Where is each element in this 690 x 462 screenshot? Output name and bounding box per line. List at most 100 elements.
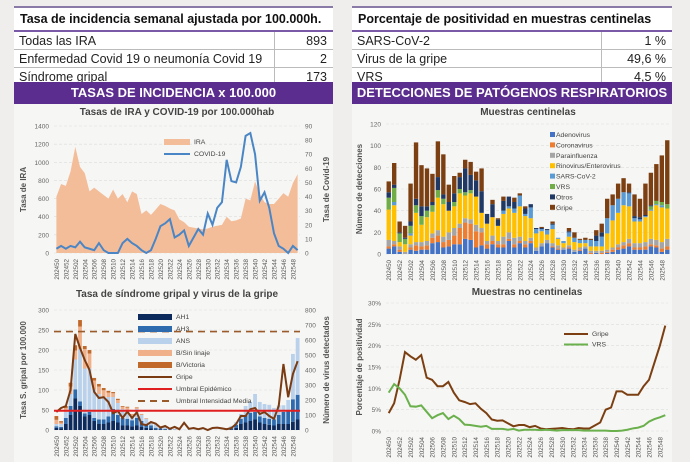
bar-segment-rinovirus-enterovirus <box>517 206 522 237</box>
legend-label-ira: IRA <box>194 139 206 146</box>
bar-segment-otros <box>550 223 555 225</box>
bar-segment-parainfluenza <box>490 235 495 241</box>
x-tick-label: 202534 <box>583 259 590 280</box>
bar-segment-ans <box>59 424 63 427</box>
bar-segment-vrs <box>386 197 391 210</box>
bar-segment-parainfluenza <box>468 219 473 224</box>
y-tick-label: 200 <box>38 348 49 355</box>
bar-segment-vrs <box>648 206 654 210</box>
bar-segment-ah3 <box>149 425 153 429</box>
y-right-axis-title: Número de virus detectados <box>322 316 331 424</box>
y-right-tick-label: 0 <box>305 428 309 435</box>
y-tick-label: 20 <box>374 230 382 237</box>
y-right-tick-label: 40 <box>305 194 313 201</box>
x-tick-label: 202540 <box>616 259 623 280</box>
y-right-tick-label: 300 <box>305 383 316 390</box>
x-tick-label: 202544 <box>271 258 278 279</box>
bar-segment-sars-cov-2 <box>610 205 615 221</box>
legend-swatch-b-sin-linaje <box>138 350 172 356</box>
bar-segment-ah3 <box>97 419 101 424</box>
x-tick-label: 202532 <box>571 436 578 457</box>
bar-segment-otros <box>523 208 528 214</box>
bar-segment-sars-cov-2 <box>626 193 632 207</box>
bar-segment-vrs <box>408 225 413 234</box>
legend-label-sars-cov-2: SARS-CoV-2 <box>556 174 596 181</box>
legend-label-umbral-epid-mico: Umbral Epidémico <box>176 386 232 393</box>
bar-segment-ah3 <box>267 418 272 425</box>
bar-segment-ah3 <box>73 389 78 399</box>
x-tick-label: 202534 <box>581 436 588 457</box>
bar-segment-ah1 <box>130 426 134 430</box>
section-header-incidence: TASAS DE INCIDENCIA x 100.000 <box>14 82 333 104</box>
bar-segment-otros <box>544 229 550 231</box>
bar-segment-parainfluenza <box>512 237 517 245</box>
legend-swatch-vrs <box>550 184 555 189</box>
bar-segment-adenovirus <box>424 249 430 254</box>
bar-segment-otros <box>441 194 446 199</box>
bar-segment-ans <box>82 368 87 414</box>
x-tick-label: 202504 <box>419 259 426 280</box>
bar-segment-otros <box>637 217 643 220</box>
x-tick-label: 202540 <box>253 258 260 279</box>
bar-segment-gripe <box>501 196 506 201</box>
bar-segment-coronavirus <box>506 238 512 241</box>
bar-segment-adenovirus <box>648 246 654 254</box>
bar-segment-sars-cov-2 <box>501 210 506 214</box>
bar-segment-parainfluenza <box>539 243 544 247</box>
bar-segment-rinovirus-enterovirus <box>665 208 670 239</box>
legend-swatch-gripe <box>550 204 555 210</box>
bar-segment-otros <box>463 168 468 193</box>
y-right-tick-label: 600 <box>305 338 316 345</box>
bar-segment-adenovirus <box>539 246 544 254</box>
bar-segment-vrs <box>397 233 402 243</box>
x-tick-label: 202504 <box>419 436 426 457</box>
bar-segment-sars-cov-2 <box>512 208 517 213</box>
bar-segment-otros <box>490 204 495 218</box>
bar-segment-gripe <box>654 164 659 201</box>
legend-swatch-ira <box>164 139 190 145</box>
bar-segment-sars-cov-2 <box>637 219 643 222</box>
x-tick-label: 202508 <box>440 436 447 457</box>
legend-swatch-parainfluenza <box>550 152 555 158</box>
x-tick-label: 202524 <box>177 435 184 456</box>
bar-segment-rinovirus-enterovirus <box>648 210 654 239</box>
bar-segment-gripe <box>424 168 430 207</box>
bar-segment-ah1 <box>139 427 144 430</box>
y-right-tick-label: 0 <box>305 251 309 258</box>
bar-segment-parainfluenza <box>648 238 654 245</box>
bar-segment-gripe <box>665 140 670 205</box>
bar-segment-adenovirus <box>501 247 506 254</box>
bar-segment-rinovirus-enterovirus <box>539 231 544 244</box>
chart-title: Tasa de síndrome gripal y virus de la gr… <box>76 289 279 300</box>
bar-segment-coronavirus <box>397 249 402 252</box>
x-tick-label: 202518 <box>495 436 502 457</box>
bar-segment-ah3 <box>253 412 257 420</box>
bar-segment-b-victoria <box>82 346 87 349</box>
bar-segment-sars-cov-2 <box>588 239 593 247</box>
bar-segment-rinovirus-enterovirus <box>484 223 490 241</box>
bar-segment-ah1 <box>276 424 281 430</box>
bar-segment-adenovirus <box>665 249 670 254</box>
bar-segment-adenovirus <box>430 243 435 254</box>
bar-segment-parainfluenza <box>435 230 441 236</box>
bar-segment-parainfluenza <box>643 242 648 247</box>
bar-segment-parainfluenza <box>452 228 457 236</box>
bar-segment-rinovirus-enterovirus <box>419 224 424 243</box>
sentinel-samples-chart: Muestras centinelas 0 20 40 60 80 100 120 202450… <box>355 107 670 281</box>
y-right-tick-label: 700 <box>305 323 316 330</box>
bar-segment-sars-cov-2 <box>654 204 659 206</box>
bar-segment-gripe <box>637 198 643 218</box>
bar-segment-gripe <box>615 183 621 199</box>
bar-segment-ah1 <box>267 424 272 430</box>
legend-swatch-b-victoria <box>138 362 172 368</box>
x-tick-label: 202544 <box>637 259 644 280</box>
bar-segment-b-victoria <box>97 383 101 387</box>
bar-segment-rinovirus-enterovirus <box>594 246 599 251</box>
bar-segment-vrs <box>463 192 468 196</box>
bar-segment-sars-cov-2 <box>577 239 583 244</box>
bar-segment-vrs <box>452 202 457 207</box>
x-tick-label: 202528 <box>550 259 557 280</box>
bar-segment-parainfluenza <box>424 241 430 246</box>
bar-segment-rinovirus-enterovirus <box>435 197 441 231</box>
x-tick-label: 202546 <box>648 259 655 280</box>
